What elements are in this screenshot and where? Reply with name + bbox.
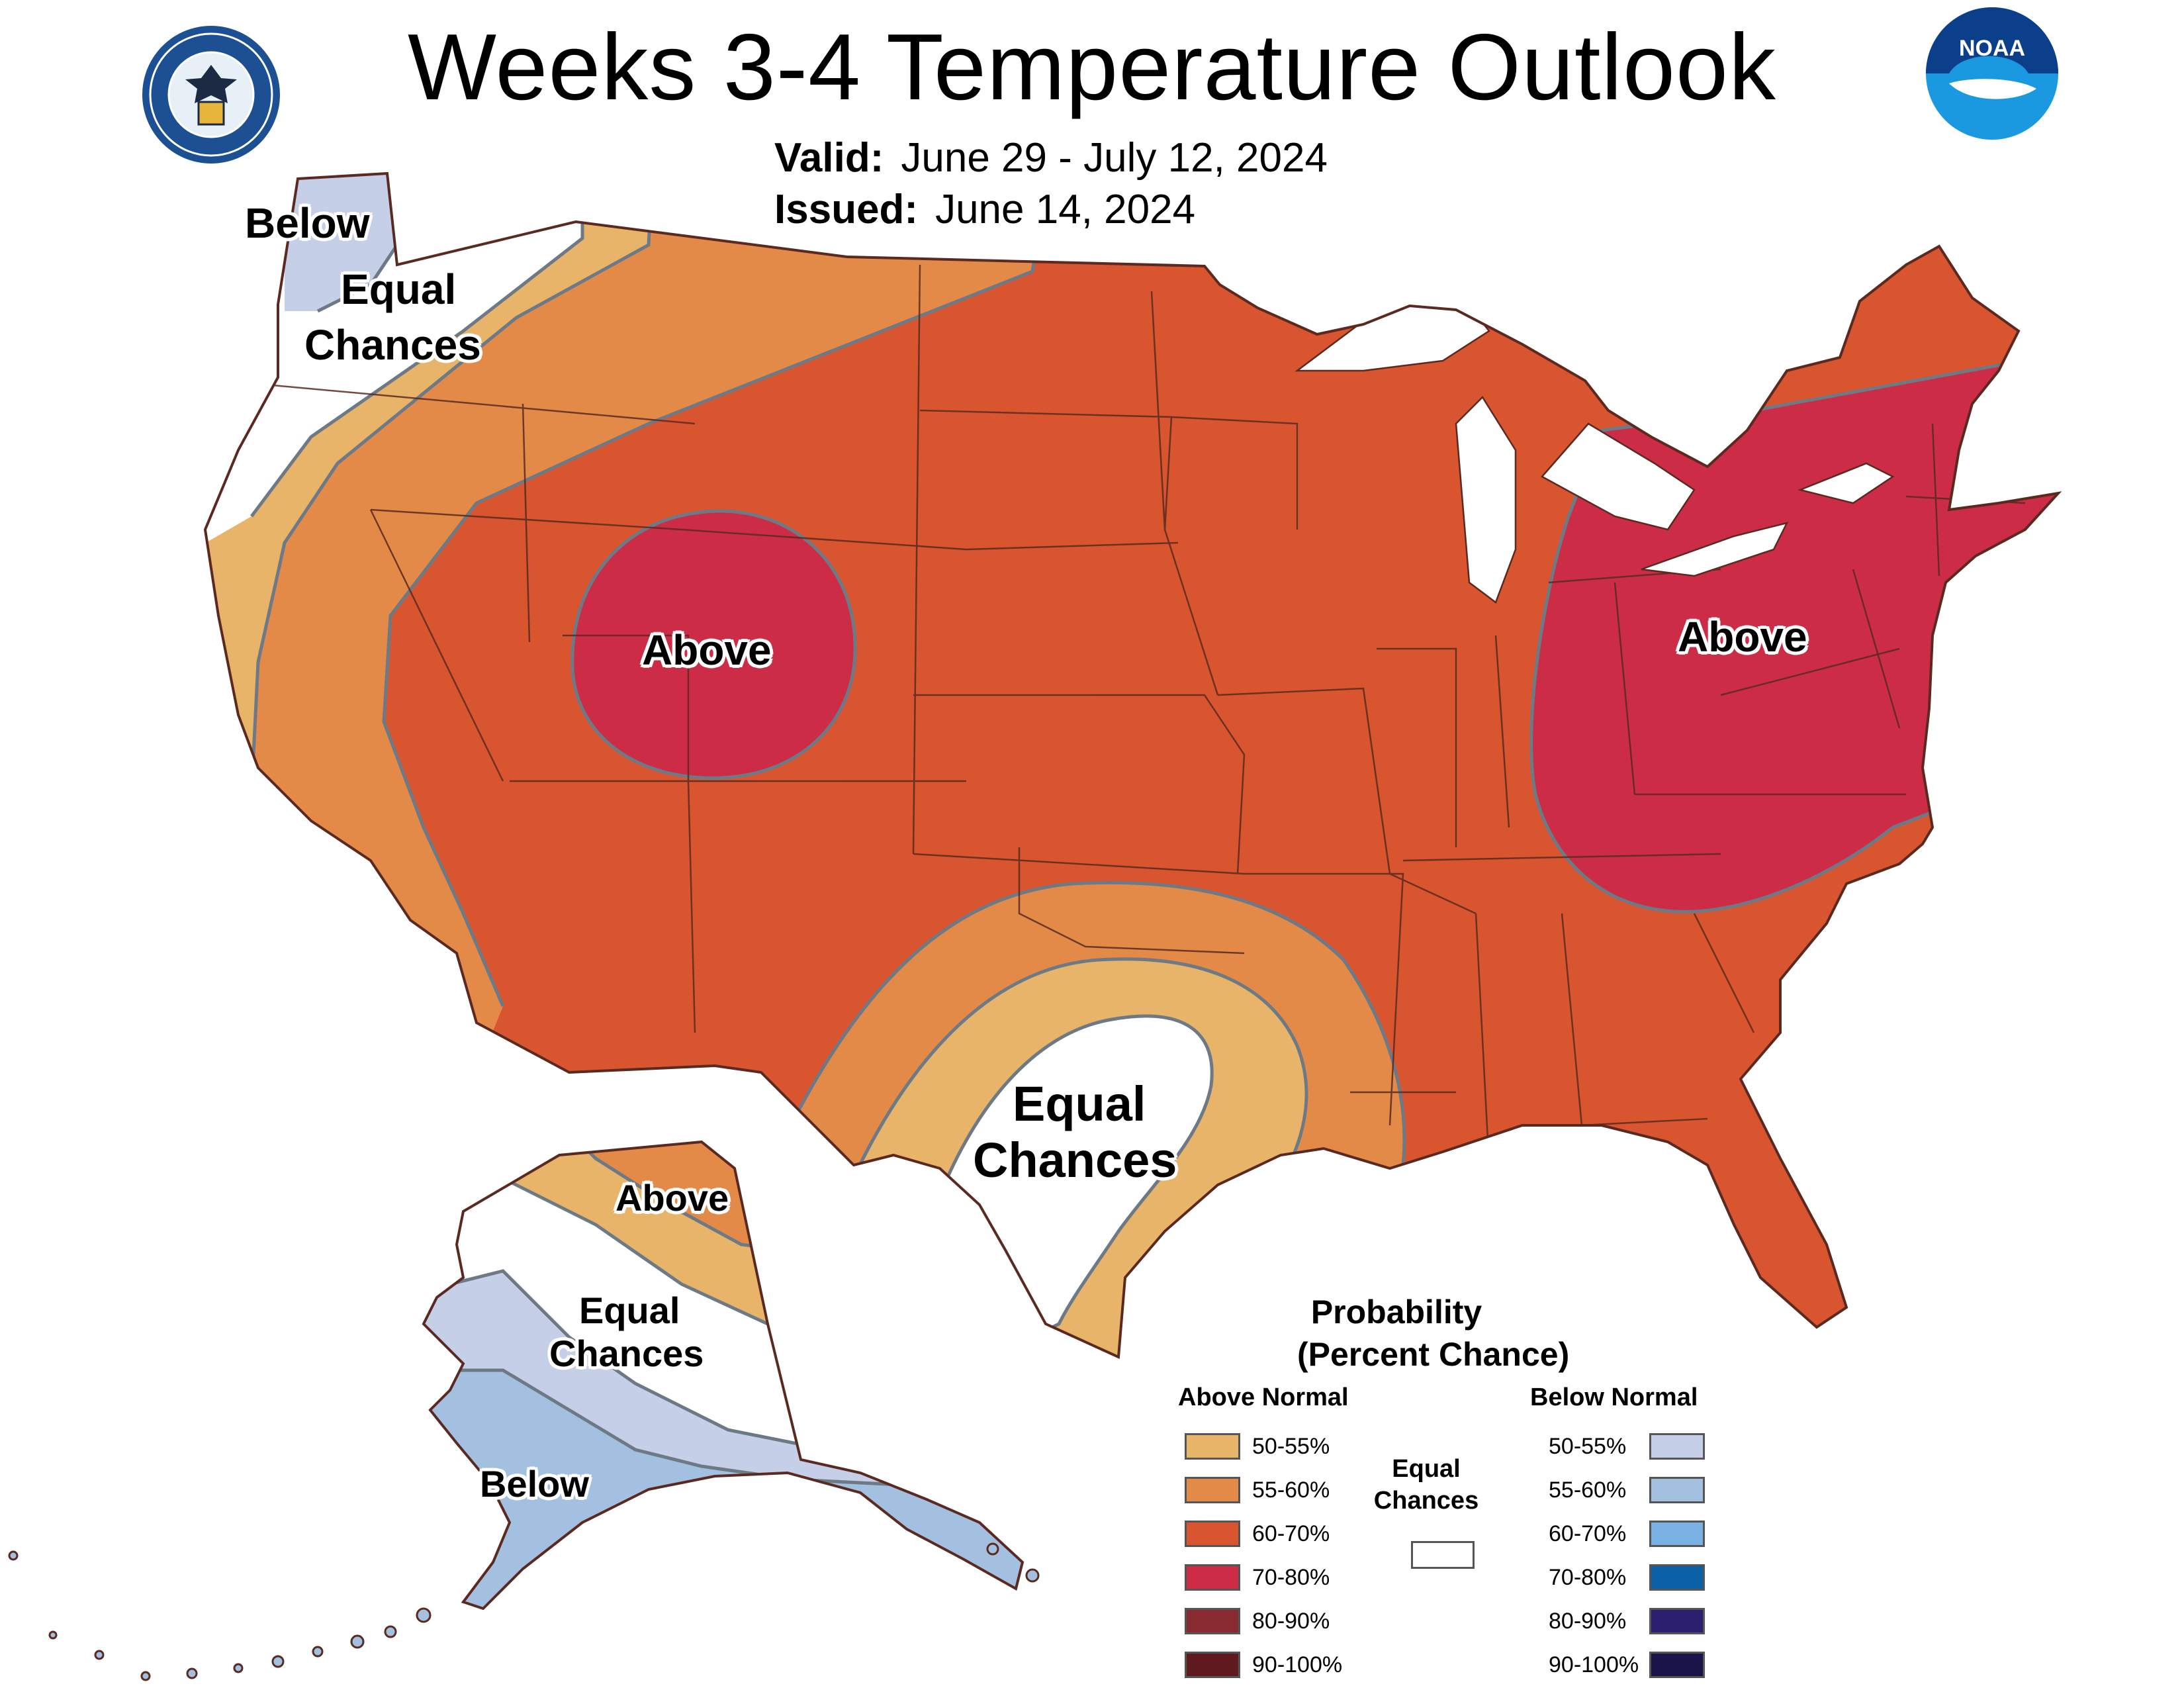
legend-below-swatch	[1649, 1608, 1705, 1634]
legend-below-label: 60-70%	[1549, 1521, 1627, 1546]
legend-below-swatch	[1649, 1433, 1705, 1460]
label-rockies-above: Above	[642, 626, 772, 674]
label-alaska-below: Below	[480, 1463, 589, 1505]
legend-above-label: 60-70%	[1252, 1521, 1330, 1546]
noaa-logo-icon: NOAA	[1926, 7, 2058, 140]
legend-equal-chances-swatch	[1411, 1541, 1475, 1569]
legend-above-swatch	[1185, 1521, 1240, 1547]
legend-above-swatch	[1185, 1433, 1240, 1460]
label-east-above: Above	[1678, 613, 1807, 661]
legend-above-swatch	[1185, 1564, 1240, 1591]
issued-label: Issued:	[774, 187, 919, 232]
legend-above-swatch	[1185, 1477, 1240, 1503]
legend-above-swatch	[1185, 1652, 1240, 1678]
legend-above-swatch	[1185, 1608, 1240, 1634]
label-nw-below: Below	[245, 199, 370, 247]
region-above-70-80-rockies	[570, 509, 857, 780]
region-equal-chances-northwest	[205, 173, 582, 662]
legend-equal-line2: Chances	[1373, 1487, 1479, 1515]
legend-equal-chances-label: Equal Chances	[1363, 1453, 1489, 1517]
legend-below-swatch	[1649, 1521, 1705, 1547]
legend-equal-line1: Equal	[1392, 1455, 1461, 1483]
label-nw-chances: Chances	[304, 321, 481, 369]
issued-row: Issued: June 14, 2024	[774, 184, 1328, 236]
legend-above-label: 80-90%	[1252, 1609, 1330, 1634]
svg-text:NOAA: NOAA	[1959, 36, 2025, 61]
legend-below-header: Below Normal	[1530, 1383, 1698, 1411]
page-title: Weeks 3-4 Temperature Outlook	[408, 15, 1776, 120]
probability-legend: Probability (Percent Chance) Above Norma…	[1125, 1291, 1760, 1688]
region-above-70-80-east	[1529, 328, 2058, 914]
legend-title-line1: Probability	[1310, 1293, 1482, 1331]
legend-above-header: Above Normal	[1178, 1383, 1349, 1411]
legend-above-label: 50-55%	[1252, 1434, 1330, 1459]
state-boundaries	[257, 264, 2026, 1166]
valid-label: Valid:	[774, 135, 884, 181]
legend-above-label: 55-60%	[1252, 1477, 1330, 1503]
aleutian-islands	[8, 1542, 1040, 1681]
legend-below-label: 50-55%	[1549, 1434, 1627, 1459]
legend-title-line2: (Percent Chance)	[1297, 1336, 1570, 1373]
legend-above-label: 90-100%	[1252, 1652, 1343, 1677]
great-lakes	[1295, 297, 1895, 604]
label-alaska-above: Above	[615, 1177, 729, 1219]
legend-title: Probability (Percent Chance)	[1297, 1291, 1570, 1376]
label-texas-equal: Equal	[1013, 1076, 1146, 1131]
legend-below-label: 90-100%	[1549, 1652, 1639, 1677]
department-of-commerce-seal-icon	[142, 26, 280, 164]
region-below-50-55-northwest	[285, 173, 410, 311]
date-block: Valid: June 29 - July 12, 2024 Issued: Jun…	[774, 132, 1328, 236]
label-alaska-equal: Equal	[579, 1289, 680, 1331]
legend-below-swatch	[1649, 1564, 1705, 1591]
legend-below-label: 70-80%	[1549, 1565, 1627, 1590]
valid-value: June 29 - July 12, 2024	[901, 135, 1328, 181]
legend-below-swatch	[1649, 1477, 1705, 1503]
legend-below-label: 55-60%	[1549, 1477, 1627, 1503]
legend-above-label: 70-80%	[1252, 1565, 1330, 1590]
label-nw-equal: Equal	[341, 265, 457, 313]
legend-below-swatch	[1649, 1652, 1705, 1678]
issued-value: June 14, 2024	[935, 187, 1196, 232]
valid-row: Valid: June 29 - July 12, 2024	[774, 132, 1328, 184]
label-alaska-chances: Chances	[549, 1333, 704, 1374]
legend-below-label: 80-90%	[1549, 1609, 1627, 1634]
label-texas-chances: Chances	[973, 1133, 1177, 1188]
